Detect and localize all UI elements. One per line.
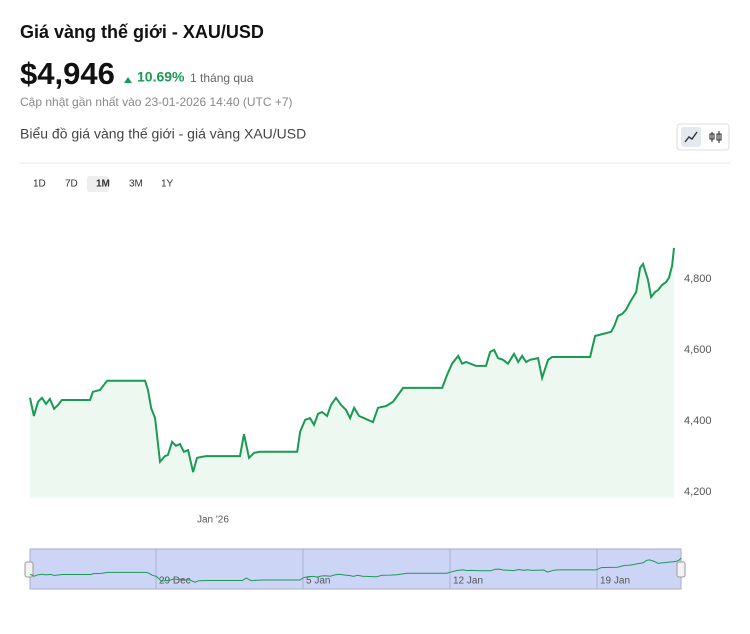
y-tick-label: 4,200 xyxy=(684,486,712,498)
navigator[interactable] xyxy=(29,548,682,590)
chart-title: Biểu đồ giá vàng thế giới - giá vàng XAU… xyxy=(20,126,306,142)
title: Giá vàng thế giới - XAU/USD xyxy=(20,22,264,42)
navigator-tick-label: 12 Jan xyxy=(453,576,483,587)
change: 10.69% xyxy=(137,69,185,85)
navigator-tick-label: 19 Jan xyxy=(600,576,630,587)
candle-icon[interactable] xyxy=(709,131,722,143)
y-tick-label: 4,400 xyxy=(684,415,712,427)
navigator-tick-label: 5 Jan xyxy=(306,576,330,587)
navigator-line xyxy=(29,557,682,583)
range-button[interactable]: 1M xyxy=(96,179,110,190)
range-button[interactable]: 1D xyxy=(33,179,46,190)
period: 1 tháng qua xyxy=(190,71,254,85)
updated: Cập nhật gần nhất vào 23-01-2026 14:40 (… xyxy=(20,95,293,109)
navigator-tick-label: 29 Dec xyxy=(159,576,191,587)
range-button[interactable]: 1Y xyxy=(161,179,174,190)
price: $4,946 xyxy=(20,56,115,91)
line-mode-button[interactable] xyxy=(681,127,701,147)
navigator-handle-left[interactable] xyxy=(24,561,34,578)
x-tick-label: Jan '26 xyxy=(197,515,229,526)
y-tick-label: 4,600 xyxy=(684,344,712,356)
y-tick-label: 4,800 xyxy=(684,273,712,285)
navigator-handle-right[interactable] xyxy=(676,561,686,578)
up-arrow xyxy=(124,77,132,83)
line-icon xyxy=(684,131,698,143)
range-button[interactable]: 3M xyxy=(129,179,143,190)
range-button[interactable]: 7D xyxy=(65,179,78,190)
area xyxy=(30,247,674,498)
range-button-active[interactable] xyxy=(87,176,109,192)
line xyxy=(29,247,675,473)
